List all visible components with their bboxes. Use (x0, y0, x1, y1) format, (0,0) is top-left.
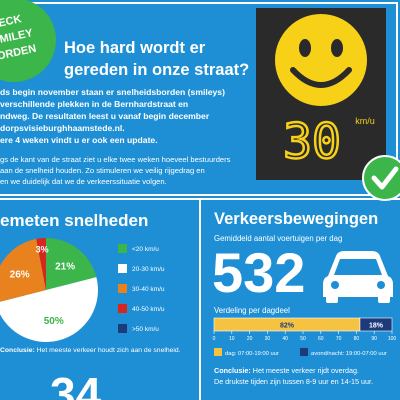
title: Hoe hard wordt er (64, 39, 206, 57)
legend-label: dag: 07:00-19:00 uur (225, 351, 279, 357)
smiley-eye (331, 39, 343, 57)
slice-label: 3% (36, 245, 49, 255)
x-tick-label: 80 (354, 336, 360, 342)
pie-slice (0, 277, 98, 342)
legend-swatch (118, 244, 127, 253)
legend-label: 20-30 km/u (132, 266, 165, 273)
x-tick-label: 90 (371, 336, 377, 342)
x-tick-label: 40 (282, 336, 288, 342)
legend: <20 km/u 20-30 km/u 30-40 km/u 40-50 km/u >5… (118, 244, 165, 333)
panel-title: Verkeersbewegingen (214, 210, 378, 228)
panel-subtitle: Gemiddeld aantal voertuigen per dag (214, 234, 342, 243)
intro-line: verschillende plekken in de Bernhardstra… (0, 99, 188, 109)
body: gs de kant van de straat ziet u elke twe… (0, 155, 231, 186)
conclusion-text: De drukste tijden zijn tussen 8-9 uur en… (214, 377, 373, 386)
car-icon (323, 251, 393, 303)
legend-swatch (118, 324, 127, 333)
legend-label: 30-40 km/u (132, 286, 165, 293)
smiley-eye (299, 39, 311, 57)
badge (0, 0, 56, 82)
check-mark (371, 166, 399, 190)
sign-unit: km/u (355, 116, 375, 126)
legend-swatch (118, 304, 127, 313)
x-tick-label: 0 (213, 336, 216, 342)
pie-chart: 21% 50% 26% 3% (0, 238, 98, 342)
body-line: gs de kant van de straat ziet u elke twe… (0, 155, 231, 164)
smiley-face (275, 14, 367, 106)
x-tick-label: 70 (336, 336, 342, 342)
smiley-mouth (290, 67, 352, 88)
sign-speed: 30 (283, 114, 341, 170)
intro-line: ere 4 weken vindt u er ook een update. (0, 135, 158, 145)
split-title: Verdeling per dagdeel (214, 306, 290, 315)
x-tick-label: 60 (318, 336, 324, 342)
title: gereden in onze straat? (64, 61, 249, 79)
bar-chart: 0 10 20 30 40 50 60 70 80 90 100 82% dag: 07:00-19:0… (213, 317, 397, 357)
slice-label: 21% (55, 261, 75, 272)
legend-swatch (118, 284, 127, 293)
slice-label: 50% (44, 316, 64, 327)
legend-swatch (214, 348, 222, 356)
pie-slice (36, 238, 46, 290)
legend-label: avond/nacht: 19:00-07:00 uur (311, 351, 387, 357)
conclusion: Conclusie: Het meeste verkeer houdt zich… (0, 347, 181, 354)
conclusion-text: Het meeste verkeer houdt zich aan de sne… (37, 347, 181, 354)
conclusion-label: Conclusie: (214, 366, 251, 375)
body-line: aan de snelheid houden. Zo stimuleren we… (0, 166, 205, 175)
bar-segment (359, 317, 393, 332)
bar-label: 18% (369, 323, 384, 330)
legend-swatch (300, 348, 308, 356)
bar-label: 82% (280, 323, 295, 330)
x-tick-label: 100 (388, 336, 397, 342)
vehicle-count: 532 (212, 241, 305, 304)
legend-label: <20 km/u (132, 246, 159, 253)
slice-label: 26% (10, 269, 30, 280)
x-tick-label: 50 (300, 336, 306, 342)
legend-label: >50 km/u (132, 326, 159, 333)
body-line: en we duidelijk dat we de verkeerssituat… (0, 177, 167, 186)
x-tick-label: 10 (229, 336, 235, 342)
legend-label: 40-50 km/u (132, 306, 165, 313)
x-tick-label: 20 (247, 336, 253, 342)
legend-swatch (118, 264, 127, 273)
conclusion-text: Het meeste verkeer rijdt overdag. (253, 366, 359, 375)
intro-line: ds begin november staan er snelheidsbord… (0, 87, 225, 97)
intro-line: dorpsvisieburghhaamstede.nl. (0, 123, 125, 133)
intro: ds begin november staan er snelheidsbord… (0, 87, 225, 145)
average-speed: 34 (50, 368, 102, 400)
x-tick-label: 30 (265, 336, 271, 342)
pie-slice (0, 238, 46, 302)
conclusion: Conclusie: Het meeste verkeer rijdt over… (214, 366, 359, 375)
conclusion-label: Conclusie: (0, 347, 35, 354)
panel-title: emeten snelheden (0, 211, 148, 230)
intro-line: ndweg. De resultaten leest u vanaf begin… (0, 111, 210, 121)
check-badge (362, 155, 400, 201)
pie-slice (46, 238, 97, 290)
